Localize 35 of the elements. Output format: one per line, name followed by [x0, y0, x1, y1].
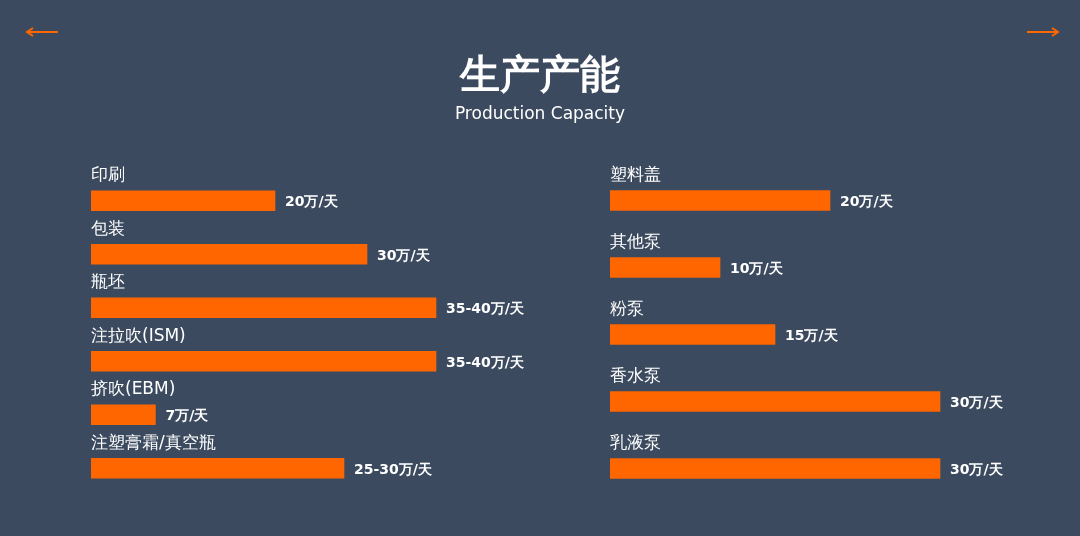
y-tick-label: 香水泵: [610, 364, 661, 385]
bar: [610, 257, 721, 278]
data-label: 35-40万/天: [446, 353, 525, 370]
data-label: 15万/天: [785, 327, 839, 344]
y-tick-label: 注塑膏霜/真空瓶: [91, 431, 216, 452]
text: 生产产能: [458, 50, 621, 98]
bar: [91, 457, 345, 479]
bar: [91, 297, 437, 319]
data-label: 25-30万/天: [354, 460, 433, 477]
bar: [610, 458, 941, 479]
bar: [91, 190, 276, 212]
y-tick-label: 塑料盖: [610, 163, 661, 184]
data-label: 10万/天: [730, 260, 784, 277]
data-label: 20万/天: [285, 193, 339, 210]
y-tick-label: 包装: [91, 217, 125, 238]
data-label: 20万/天: [840, 193, 894, 210]
data-label: 30万/天: [950, 394, 1004, 411]
bar: [91, 243, 368, 265]
y-tick-label: 其他泵: [610, 230, 661, 251]
y-tick-label: 印刷: [91, 164, 125, 185]
y-tick-label: 挤吹(EBM): [91, 378, 176, 399]
bar: [91, 350, 437, 372]
bar: [91, 404, 156, 426]
data-label: 7万/天: [165, 407, 210, 424]
text: Production Capacity: [453, 103, 627, 123]
bar: [610, 391, 941, 412]
data-label: 30万/天: [950, 461, 1004, 478]
data-label: 30万/天: [377, 246, 431, 263]
y-tick-label: 乳液泵: [610, 431, 661, 452]
y-tick-label: 瓶坯: [91, 271, 125, 292]
y-tick-label: 注拉吹(ISM): [91, 324, 186, 345]
data-label: 35-40万/天: [446, 300, 525, 317]
bar: [610, 324, 776, 345]
y-tick-label: 粉泵: [610, 297, 644, 318]
bar: [610, 190, 831, 211]
